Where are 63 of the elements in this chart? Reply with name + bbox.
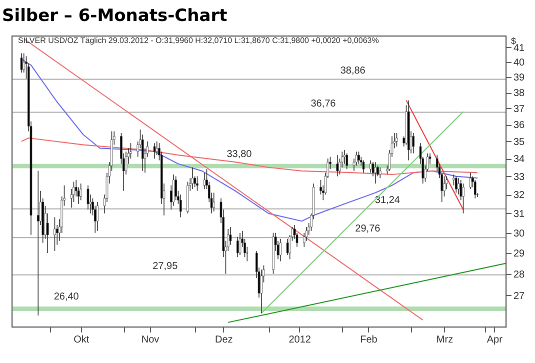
ref-line-label: 31,24 <box>374 194 400 206</box>
y-tick-label: 33 <box>514 172 526 183</box>
y-tick-label: 27 <box>514 290 526 302</box>
y-tick-label: 32 <box>514 190 526 202</box>
candlestick <box>86 184 90 210</box>
band-label: 26,40 <box>54 291 80 302</box>
candlestick <box>191 166 194 190</box>
candlestick <box>462 183 464 214</box>
candlestick <box>412 132 415 154</box>
candlestick <box>362 160 365 174</box>
ref-line-label: 36,76 <box>310 98 336 110</box>
y-tick-label: 41 <box>514 42 526 54</box>
x-tick-label: 2012 <box>288 334 312 346</box>
candlestick <box>212 192 216 212</box>
x-tick-label: Mrz <box>436 334 454 346</box>
candlestick <box>279 238 282 262</box>
candlestick <box>260 269 263 314</box>
candlestick <box>346 152 348 170</box>
candlestick <box>36 170 40 316</box>
candlestick <box>179 194 182 218</box>
x-tick-label: Dez <box>214 334 233 346</box>
candlestick <box>454 176 458 194</box>
candlestick <box>469 172 472 190</box>
candlestick <box>54 216 56 252</box>
y-tick-label: 37 <box>514 104 526 115</box>
candlestick <box>358 151 360 164</box>
candlestick <box>203 172 206 190</box>
x-tick-label: Apr <box>486 334 504 346</box>
y-tick-label: 35 <box>514 136 526 148</box>
candlestick <box>80 183 82 201</box>
y-axis-title: $ <box>511 36 516 46</box>
x-tick-label: Nov <box>141 334 160 346</box>
y-tick-label: 29 <box>514 248 526 260</box>
band-label: 33,80 <box>226 148 252 160</box>
chart-title: Silber – 6-Monats-Chart <box>2 6 228 26</box>
y-tick-label: 31 <box>514 208 526 220</box>
candlestick <box>369 160 372 174</box>
candlestick <box>374 162 377 184</box>
y-tick-label: 38 <box>514 88 526 100</box>
candlestick <box>153 142 156 159</box>
candlestick <box>236 236 239 258</box>
ref-line-label: 38,86 <box>340 65 366 76</box>
candlestick <box>286 238 289 256</box>
candlestick <box>196 176 198 192</box>
candlestick <box>96 202 99 232</box>
x-tick-label: Okt <box>74 334 90 346</box>
ref-line-label: 27,95 <box>152 260 178 272</box>
candlestick <box>396 132 398 147</box>
candlestick <box>378 166 382 178</box>
line-series <box>20 58 478 222</box>
candlestick <box>336 154 339 177</box>
candlestick <box>172 174 175 206</box>
y-tick-label: 30 <box>514 228 526 240</box>
y-tick-label: 34 <box>514 154 526 166</box>
candlestick <box>474 180 476 199</box>
y-tick-label: 40 <box>514 58 526 69</box>
candlestick <box>238 232 242 256</box>
candlestick <box>20 52 23 74</box>
x-tick-label: Feb <box>360 334 378 346</box>
y-tick-label: 36 <box>514 120 526 132</box>
y-tick-label: 28 <box>514 269 526 280</box>
y-tick-label: 39 <box>514 72 526 84</box>
ref-line-label: 29,76 <box>355 224 381 235</box>
